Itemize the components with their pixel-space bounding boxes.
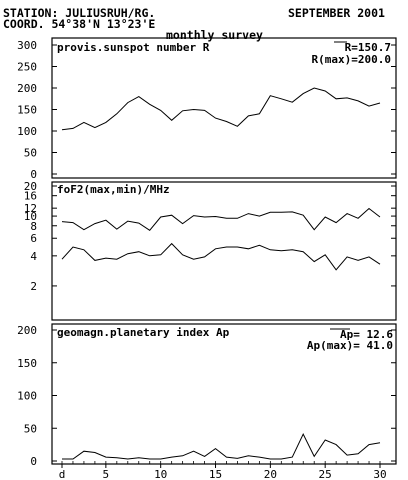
fof2-min-line <box>61 242 381 271</box>
y-tick-label: 6 <box>30 232 37 245</box>
coordinates-label: COORD. 54°38'N 13°23'E <box>3 17 156 31</box>
sunspot-series-line <box>61 87 381 131</box>
y-tick-label: 50 <box>24 147 37 160</box>
x-tick-label: d <box>59 468 66 480</box>
x-tick-label: 20 <box>264 468 277 480</box>
fof2-max-line <box>61 207 381 231</box>
y-tick-label: 300 <box>17 39 37 52</box>
x-tick-label: 10 <box>154 468 167 480</box>
ap-max: Ap(max)= 41.0 <box>307 339 393 352</box>
y-tick-label: 0 <box>30 168 37 181</box>
y-tick-label: 200 <box>17 324 37 337</box>
x-tick-label: 30 <box>373 468 386 480</box>
y-tick-label: 250 <box>17 61 37 74</box>
fof2-title: foF2(max,min)/MHz <box>57 183 170 196</box>
x-tick-label: 15 <box>209 468 222 480</box>
ap-series-line <box>62 432 381 460</box>
y-tick-label: 10 <box>24 210 37 223</box>
x-tick-label: 25 <box>319 468 332 480</box>
station-label: STATION: JULIUSRUH/RG. <box>3 6 156 20</box>
ap-panel-frame <box>51 323 397 465</box>
sunspot-mean: R=150.7 <box>345 41 391 54</box>
y-tick-label: 50 <box>24 422 37 435</box>
sunspot-title: provis.sunspot number R <box>57 41 210 54</box>
month-label: SEPTEMBER 2001 <box>288 6 385 20</box>
ap-mean: Ap= 12.6 <box>340 328 393 341</box>
y-tick-label: 16 <box>24 190 37 203</box>
y-tick-label: 200 <box>17 82 37 95</box>
fof2-panel-frame <box>51 181 397 321</box>
y-tick-label: 4 <box>30 250 37 263</box>
y-tick-label: 100 <box>17 125 37 138</box>
y-tick-label: 100 <box>17 390 37 403</box>
ap-panel: geomagn.planetary index Ap Ap= 12.6 Ap(m… <box>17 323 397 480</box>
y-tick-label: 2 <box>30 280 37 293</box>
y-tick-label: 150 <box>17 357 37 370</box>
y-tick-label: 8 <box>30 220 37 233</box>
y-tick-label: 150 <box>17 104 37 117</box>
sunspot-max: R(max)=200.0 <box>312 53 391 66</box>
y-tick-label: 12 <box>24 202 37 215</box>
ap-title: geomagn.planetary index Ap <box>57 326 230 339</box>
sunspot-panel: provis.sunspot number R R=150.7 R(max)=2… <box>17 37 397 181</box>
y-tick-label: 20 <box>24 180 37 193</box>
y-tick-label: 0 <box>30 455 37 468</box>
sunspot-panel-frame <box>51 37 397 179</box>
x-tick-label: 5 <box>103 468 110 480</box>
